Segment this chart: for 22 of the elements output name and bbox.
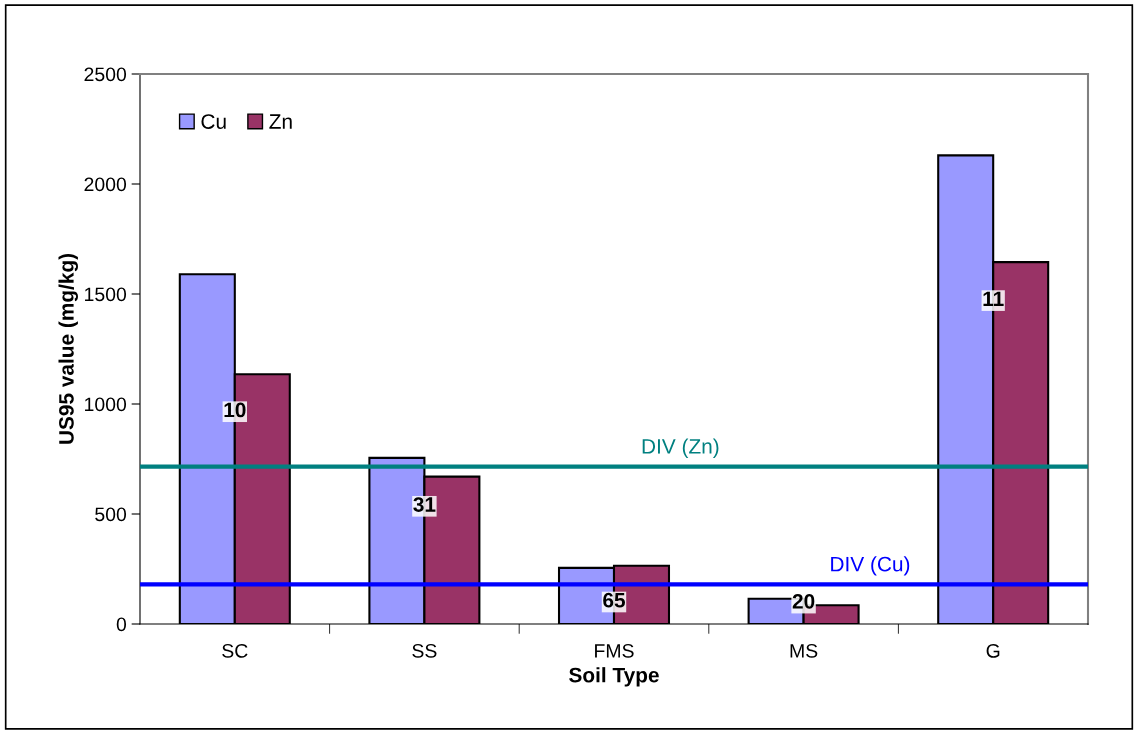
annotation: 31: [413, 497, 436, 512]
y-tick-label: 1000: [85, 397, 127, 412]
y-tick-label: 2500: [84, 67, 127, 82]
x-tick-label: G: [986, 643, 1000, 658]
y-tick-label: 500: [95, 507, 127, 522]
x-tick-label: SS: [412, 643, 437, 658]
y-tick-label: 1500: [85, 287, 127, 302]
x-tick-label: FMS: [595, 643, 634, 658]
annotation: 20: [792, 593, 815, 609]
annotation: 10: [224, 402, 246, 418]
annotation: 11: [983, 291, 1004, 306]
legend-label: Zn: [269, 114, 292, 129]
ref-line-label: DIV (Zn): [642, 438, 719, 458]
x-tick-label: MS: [790, 643, 818, 658]
y-tick-label: 0: [116, 617, 127, 632]
ref-line-label: DIV (Cu): [831, 556, 910, 576]
x-axis-title: Soil Type: [569, 667, 659, 687]
x-tick-label: SC: [222, 643, 248, 658]
legend-label: Cu: [201, 114, 226, 129]
y-axis-title: US95 value (mg/kg): [58, 253, 78, 444]
y-tick-label: 2000: [84, 177, 127, 192]
annotation: 65: [603, 592, 626, 608]
